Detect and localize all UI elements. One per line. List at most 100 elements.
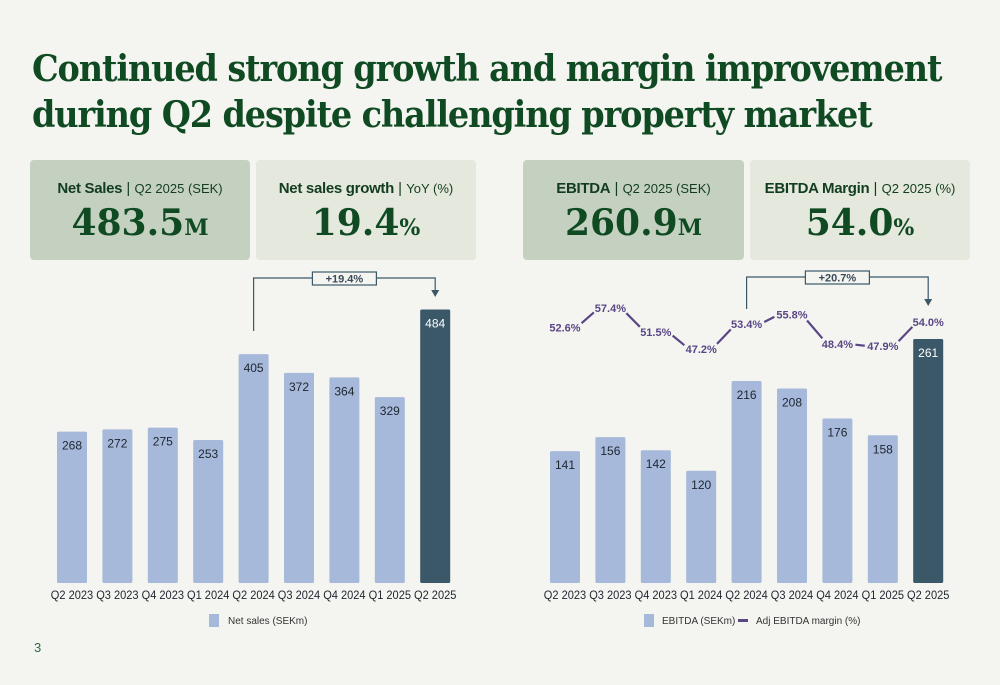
margin-line-segment bbox=[716, 328, 732, 345]
x-tick-label: Q3 2023 bbox=[96, 588, 139, 602]
legend-label-net-sales: Net sales (SEKm) bbox=[228, 616, 307, 627]
margin-line-segment bbox=[671, 334, 686, 347]
bar-value-label: 216 bbox=[737, 388, 757, 402]
bar-value-label: 253 bbox=[198, 447, 218, 461]
bar-value-label: 141 bbox=[555, 458, 575, 472]
bar bbox=[640, 450, 671, 583]
x-tick-label: Q3 2024 bbox=[278, 588, 321, 602]
annotation-connector bbox=[869, 276, 929, 300]
kpi-value: 483.5 bbox=[71, 202, 185, 244]
kpi-unit: % bbox=[893, 215, 915, 241]
bar-value-label: 275 bbox=[153, 435, 173, 449]
bar-value-label: 156 bbox=[600, 444, 620, 458]
kpi-label: Net Sales bbox=[57, 180, 123, 197]
margin-line-segment bbox=[580, 311, 595, 325]
kpi-net-sales: Net Sales | Q2 2025 (SEK) 483.5M bbox=[30, 160, 250, 260]
legend-swatch-net-sales bbox=[209, 614, 219, 627]
kpi-sub: Q2 2025 (SEK) bbox=[134, 181, 223, 196]
kpi-value: 19.4 bbox=[311, 202, 400, 244]
bar-value-label: 208 bbox=[782, 396, 802, 410]
slide-title: Continued strong growth and margin impro… bbox=[32, 46, 942, 138]
margin-line-segment bbox=[897, 326, 914, 342]
bar-value-label: 120 bbox=[691, 478, 711, 492]
bar-value-label: 405 bbox=[244, 361, 264, 375]
bar-value-label: 372 bbox=[289, 380, 309, 394]
bar bbox=[374, 397, 405, 583]
margin-point-label: 55.8% bbox=[776, 310, 807, 322]
annotation-arrowhead bbox=[431, 290, 440, 297]
bar-value-label: 268 bbox=[62, 439, 82, 453]
bar bbox=[550, 451, 580, 583]
legend-swatch-margin bbox=[738, 619, 748, 622]
bar bbox=[867, 435, 898, 583]
x-tick-label: Q2 2023 bbox=[544, 588, 587, 602]
margin-point-label: 48.4% bbox=[822, 339, 853, 351]
annotation-box bbox=[804, 270, 871, 285]
annotation-connector bbox=[376, 277, 436, 291]
bar bbox=[147, 427, 178, 583]
bar-value-label: 158 bbox=[873, 442, 893, 456]
x-tick-label: Q1 2025 bbox=[369, 588, 412, 602]
bar-value-label: 329 bbox=[380, 404, 400, 418]
margin-point-label: 51.5% bbox=[640, 327, 671, 339]
page-number: 3 bbox=[34, 640, 42, 655]
margin-line-segment bbox=[763, 315, 775, 323]
x-tick-label: Q4 2024 bbox=[816, 588, 859, 602]
bar-value-label: 364 bbox=[334, 384, 354, 398]
bar bbox=[284, 372, 314, 583]
x-tick-label: Q2 2025 bbox=[907, 588, 950, 602]
kpi-net-sales-growth: Net sales growth | YoY (%) 19.4% bbox=[256, 160, 476, 260]
legend-label-ebitda: EBITDA (SEKm) bbox=[662, 616, 735, 627]
bar bbox=[238, 354, 269, 583]
bar-value-label: 176 bbox=[827, 425, 847, 439]
bar bbox=[731, 381, 762, 583]
bar bbox=[193, 440, 224, 583]
kpi-value: 54.0 bbox=[805, 202, 894, 244]
bar bbox=[329, 377, 360, 583]
kpi-unit: M bbox=[184, 215, 209, 241]
annotation-box bbox=[311, 271, 377, 286]
margin-point-label: 53.4% bbox=[731, 319, 762, 331]
kpi-label: EBITDA bbox=[556, 180, 611, 197]
bar bbox=[420, 309, 451, 583]
x-tick-label: Q2 2024 bbox=[232, 588, 275, 602]
bar-value-label: 272 bbox=[107, 436, 127, 450]
x-tick-label: Q4 2024 bbox=[323, 588, 366, 602]
legend-swatch-ebitda bbox=[644, 614, 654, 627]
kpi-unit: M bbox=[677, 215, 703, 241]
annotation-arrowhead bbox=[924, 299, 933, 306]
annotation-label: +19.4% bbox=[326, 274, 364, 286]
margin-point-label: 57.4% bbox=[595, 303, 626, 315]
legend-label-margin: Adj EBITDA margin (%) bbox=[756, 616, 860, 627]
kpi-unit: % bbox=[399, 215, 421, 241]
bar bbox=[913, 338, 944, 583]
margin-line-segment bbox=[806, 319, 824, 340]
x-tick-label: Q3 2024 bbox=[771, 588, 814, 602]
kpi-label: Net sales growth bbox=[278, 180, 395, 197]
bar bbox=[57, 431, 87, 583]
x-tick-label: Q2 2024 bbox=[725, 588, 768, 602]
margin-point-label: 52.6% bbox=[549, 322, 580, 334]
bar bbox=[822, 418, 853, 583]
kpi-sub: Q2 2025 (SEK) bbox=[622, 181, 711, 196]
annotation-label: +20.7% bbox=[819, 273, 857, 285]
bar bbox=[777, 388, 807, 583]
kpi-ebitda-margin: EBITDA Margin | Q2 2025 (%) 54.0% bbox=[750, 160, 970, 260]
x-tick-label: Q2 2023 bbox=[51, 588, 94, 602]
bar bbox=[686, 470, 717, 583]
x-tick-label: Q2 2025 bbox=[414, 588, 457, 602]
slide-title-line1: Continued strong growth and margin impro… bbox=[32, 48, 942, 90]
margin-point-label: 54.0% bbox=[913, 317, 944, 329]
kpi-value: 260.9 bbox=[564, 202, 678, 244]
slide-title-line2: during Q2 despite challenging property m… bbox=[32, 94, 873, 136]
x-tick-label: Q1 2025 bbox=[862, 588, 905, 602]
kpi-sub: Q2 2025 (%) bbox=[881, 181, 956, 196]
bar-value-label: 142 bbox=[646, 457, 666, 471]
margin-line-segment bbox=[625, 312, 641, 328]
kpi-sub: YoY (%) bbox=[406, 181, 454, 196]
bar-value-label: 261 bbox=[918, 346, 938, 360]
net-sales-chart: 268 Q2 2023 272 Q3 2023 275 Q4 2023 253 Q1 2024… bbox=[51, 271, 457, 627]
x-tick-label: Q4 2023 bbox=[142, 588, 185, 602]
margin-point-label: 47.9% bbox=[867, 341, 898, 353]
